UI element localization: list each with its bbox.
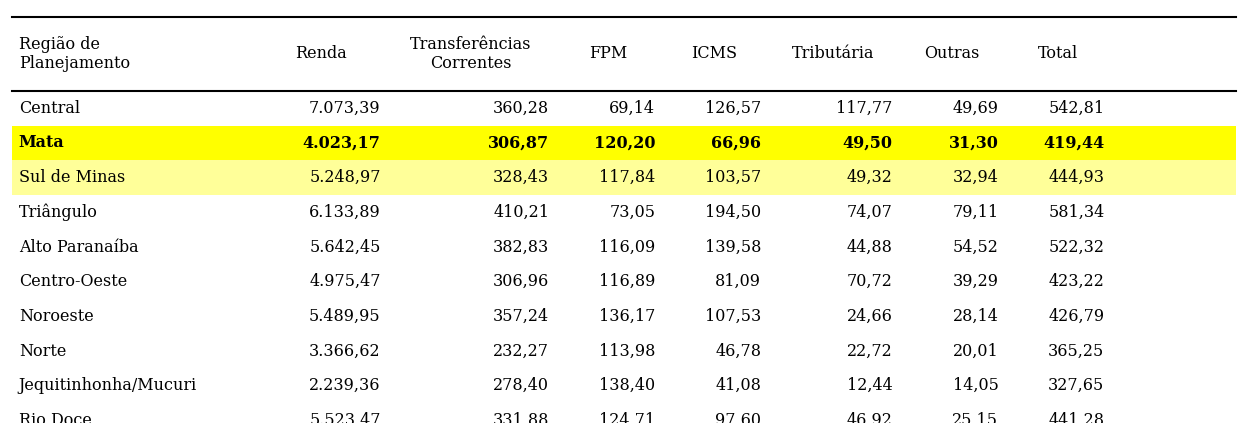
Text: 107,53: 107,53	[705, 308, 761, 325]
Text: 5.523,47: 5.523,47	[310, 412, 381, 423]
Text: Norte: Norte	[19, 343, 66, 360]
Text: Central: Central	[19, 100, 80, 117]
Text: 5.642,45: 5.642,45	[310, 239, 381, 255]
Text: 97,60: 97,60	[715, 412, 761, 423]
Text: 194,50: 194,50	[705, 204, 761, 221]
Text: 116,89: 116,89	[599, 273, 655, 290]
Text: Triângulo: Triângulo	[19, 203, 97, 221]
Text: 328,43: 328,43	[493, 169, 549, 186]
Text: Outras: Outras	[924, 45, 980, 63]
Text: 410,21: 410,21	[493, 204, 549, 221]
Text: 12,44: 12,44	[846, 377, 892, 394]
Text: 120,20: 120,20	[594, 135, 655, 151]
Text: 70,72: 70,72	[846, 273, 892, 290]
Text: 49,50: 49,50	[842, 135, 892, 151]
Text: 4.975,47: 4.975,47	[310, 273, 381, 290]
Text: Rio Doce: Rio Doce	[19, 412, 91, 423]
Text: 139,58: 139,58	[705, 239, 761, 255]
Text: Tributária: Tributária	[791, 45, 875, 63]
Text: 32,94: 32,94	[952, 169, 998, 186]
Text: 522,32: 522,32	[1048, 239, 1104, 255]
Text: 278,40: 278,40	[493, 377, 549, 394]
Text: 327,65: 327,65	[1048, 377, 1104, 394]
Text: 49,32: 49,32	[846, 169, 892, 186]
Text: 116,09: 116,09	[599, 239, 655, 255]
Text: 444,93: 444,93	[1048, 169, 1104, 186]
Text: 54,52: 54,52	[952, 239, 998, 255]
Text: Total: Total	[1037, 45, 1078, 63]
Text: 6.133,89: 6.133,89	[310, 204, 381, 221]
Text: 28,14: 28,14	[952, 308, 998, 325]
Text: 357,24: 357,24	[493, 308, 549, 325]
Bar	[12, 126, 1236, 160]
Text: 306,96: 306,96	[493, 273, 549, 290]
Text: 44,88: 44,88	[846, 239, 892, 255]
Text: 24,66: 24,66	[846, 308, 892, 325]
Text: 2.239,36: 2.239,36	[310, 377, 381, 394]
Text: 14,05: 14,05	[952, 377, 998, 394]
Text: 138,40: 138,40	[599, 377, 655, 394]
Text: 5.489,95: 5.489,95	[310, 308, 381, 325]
Text: 20,01: 20,01	[952, 343, 998, 360]
Text: Região de
Planejamento: Região de Planejamento	[19, 36, 130, 72]
Text: 74,07: 74,07	[846, 204, 892, 221]
Text: Mata: Mata	[19, 135, 65, 151]
Text: 39,29: 39,29	[952, 273, 998, 290]
Text: 117,77: 117,77	[836, 100, 892, 117]
Text: 46,92: 46,92	[846, 412, 892, 423]
Text: 7.073,39: 7.073,39	[310, 100, 381, 117]
Text: 581,34: 581,34	[1048, 204, 1104, 221]
Text: 22,72: 22,72	[846, 343, 892, 360]
Text: 31,30: 31,30	[948, 135, 998, 151]
Text: 419,44: 419,44	[1043, 135, 1104, 151]
Text: 306,87: 306,87	[488, 135, 549, 151]
Text: 46,78: 46,78	[715, 343, 761, 360]
Text: 5.248,97: 5.248,97	[310, 169, 381, 186]
Text: 117,84: 117,84	[599, 169, 655, 186]
Text: 49,69: 49,69	[952, 100, 998, 117]
Text: 360,28: 360,28	[493, 100, 549, 117]
Text: 113,98: 113,98	[599, 343, 655, 360]
Text: 4.023,17: 4.023,17	[303, 135, 381, 151]
Text: 426,79: 426,79	[1048, 308, 1104, 325]
Text: 41,08: 41,08	[715, 377, 761, 394]
Text: 3.366,62: 3.366,62	[310, 343, 381, 360]
Text: 73,05: 73,05	[609, 204, 655, 221]
Text: Alto Paranaíba: Alto Paranaíba	[19, 239, 139, 255]
Text: 542,81: 542,81	[1048, 100, 1104, 117]
Text: Renda: Renda	[296, 45, 347, 63]
Text: 232,27: 232,27	[493, 343, 549, 360]
Text: 382,83: 382,83	[493, 239, 549, 255]
Text: Transferências
Correntes: Transferências Correntes	[411, 36, 532, 72]
Text: 79,11: 79,11	[952, 204, 998, 221]
Text: 69,14: 69,14	[609, 100, 655, 117]
Text: 81,09: 81,09	[715, 273, 761, 290]
Text: 136,17: 136,17	[599, 308, 655, 325]
Text: Sul de Minas: Sul de Minas	[19, 169, 125, 186]
Text: 103,57: 103,57	[705, 169, 761, 186]
Text: 124,71: 124,71	[599, 412, 655, 423]
Text: FPM: FPM	[589, 45, 628, 63]
Text: 441,28: 441,28	[1048, 412, 1104, 423]
Text: 331,88: 331,88	[493, 412, 549, 423]
Bar	[12, 160, 1236, 195]
Text: 423,22: 423,22	[1048, 273, 1104, 290]
Text: ICMS: ICMS	[691, 45, 738, 63]
Text: 25,15: 25,15	[952, 412, 998, 423]
Text: Centro-Oeste: Centro-Oeste	[19, 273, 127, 290]
Text: 66,96: 66,96	[711, 135, 761, 151]
Text: 126,57: 126,57	[705, 100, 761, 117]
Text: Noroeste: Noroeste	[19, 308, 94, 325]
Text: 365,25: 365,25	[1048, 343, 1104, 360]
Text: Jequitinhonha/Mucuri: Jequitinhonha/Mucuri	[19, 377, 197, 394]
